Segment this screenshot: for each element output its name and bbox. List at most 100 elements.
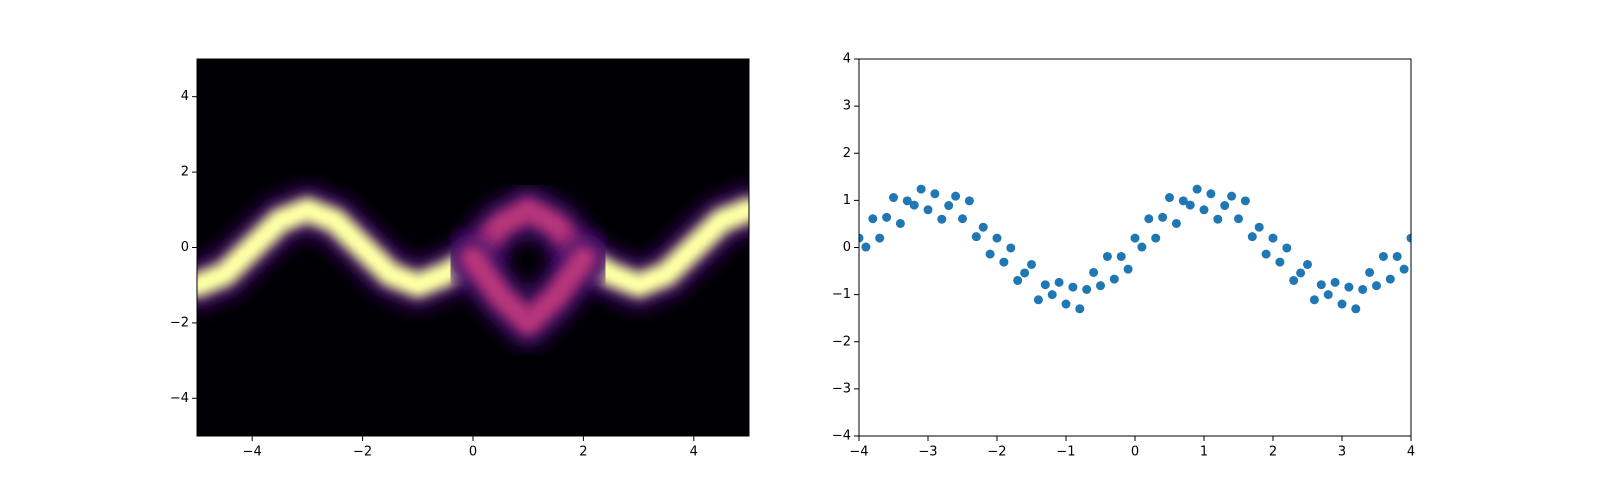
scatter-point bbox=[1323, 290, 1333, 300]
scatter-point bbox=[1254, 222, 1264, 232]
scatter-point bbox=[1130, 233, 1140, 243]
scatter-point bbox=[937, 214, 947, 224]
scatter-point bbox=[1075, 304, 1085, 314]
scatter-point bbox=[1137, 242, 1147, 252]
scatter-point bbox=[1220, 201, 1230, 211]
scatter-point bbox=[1303, 259, 1312, 269]
scatter-point bbox=[1061, 299, 1071, 309]
scatter-point bbox=[1392, 251, 1402, 261]
scatter-point bbox=[1406, 233, 1411, 243]
scatter-point bbox=[859, 233, 864, 243]
y-tick-label: 3 bbox=[843, 99, 851, 114]
scatter-point bbox=[1282, 243, 1292, 253]
density-ridge bbox=[468, 253, 589, 328]
scatter-point bbox=[1020, 268, 1030, 278]
scatter-point bbox=[958, 214, 967, 224]
scatter-point bbox=[1309, 295, 1319, 305]
scatter-point bbox=[889, 193, 898, 203]
scatter-point bbox=[1351, 304, 1361, 314]
x-tick-label: −1 bbox=[1056, 445, 1075, 460]
scatter-point bbox=[1289, 275, 1299, 285]
plot-area bbox=[197, 59, 749, 436]
scatter-point bbox=[964, 196, 974, 206]
y-tick-label: −2 bbox=[832, 334, 851, 349]
plot-area bbox=[859, 184, 1411, 314]
scatter-point bbox=[1365, 267, 1375, 277]
scatter-point bbox=[868, 214, 878, 224]
scatter-point bbox=[1102, 251, 1112, 261]
scatter-point bbox=[1013, 275, 1023, 285]
scatter-point bbox=[1358, 284, 1368, 294]
scatter-point bbox=[1178, 196, 1188, 206]
y-tick-label: −4 bbox=[170, 391, 189, 406]
y-tick-label: 0 bbox=[843, 240, 851, 255]
scatter-point bbox=[1158, 212, 1168, 222]
scatter-point bbox=[861, 242, 871, 252]
scatter-point bbox=[1344, 282, 1354, 292]
scatter-point bbox=[999, 257, 1009, 267]
scatter-point bbox=[923, 205, 933, 215]
scatter-point bbox=[1213, 214, 1223, 224]
scatter-point bbox=[971, 232, 981, 242]
x-tick-label: −4 bbox=[849, 445, 868, 460]
y-tick-label: 4 bbox=[843, 52, 851, 67]
scatter-point bbox=[1227, 191, 1237, 201]
x-tick-label: −3 bbox=[918, 445, 937, 460]
scatter-point bbox=[1047, 290, 1057, 300]
scatter-point bbox=[1054, 277, 1064, 287]
scatter-point bbox=[916, 184, 926, 194]
scatter-point bbox=[978, 222, 988, 232]
scatter-point bbox=[1268, 233, 1278, 243]
scatter-point bbox=[1006, 243, 1016, 253]
x-tick-label: −2 bbox=[353, 445, 372, 460]
scatter-point bbox=[951, 191, 961, 201]
scatter-point bbox=[1385, 274, 1395, 284]
density-ridge bbox=[197, 204, 749, 291]
scatter-point bbox=[1247, 232, 1257, 242]
x-tick-label: 3 bbox=[1338, 445, 1346, 460]
y-tick-label: 4 bbox=[181, 89, 189, 104]
axes: −4 −3 −2 −1 0 1 2 3 4 −4 −3 −2 −1 0 1 2 3 4 bbox=[832, 52, 1415, 460]
scatter-point bbox=[1144, 214, 1154, 224]
scatter-point bbox=[1116, 251, 1126, 261]
scatter-point bbox=[882, 212, 892, 222]
scatter-point bbox=[1234, 214, 1243, 224]
x-tick-label: 0 bbox=[1131, 445, 1139, 460]
scatter-point bbox=[1185, 200, 1195, 210]
scatter-point bbox=[1096, 281, 1105, 291]
scatter-point bbox=[1399, 264, 1409, 274]
scatter-point bbox=[1206, 189, 1216, 199]
y-tick-label: 2 bbox=[843, 146, 851, 161]
scatter-point bbox=[992, 233, 1002, 243]
y-tick-label: −4 bbox=[832, 429, 851, 444]
scatter-point bbox=[1330, 277, 1340, 287]
scatter-point bbox=[1372, 281, 1381, 291]
y-tick-label: 2 bbox=[181, 165, 189, 180]
scatter-point bbox=[1068, 282, 1078, 292]
scatter-point bbox=[1192, 184, 1202, 194]
scatter-point bbox=[1082, 284, 1092, 294]
scatter-point bbox=[1109, 274, 1119, 284]
scatter-point bbox=[930, 189, 940, 199]
scatter-point bbox=[875, 233, 885, 243]
scatter-point bbox=[1089, 267, 1099, 277]
scatter-point bbox=[1240, 196, 1250, 206]
y-tick-label: 1 bbox=[843, 193, 851, 208]
y-tick-label: −2 bbox=[170, 315, 189, 330]
scatter-point bbox=[1033, 295, 1043, 305]
y-tick-label: −1 bbox=[832, 287, 851, 302]
scatter-point bbox=[1316, 280, 1326, 290]
x-tick-label: −4 bbox=[243, 445, 262, 460]
axes-frame bbox=[858, 58, 1412, 437]
scatter-point bbox=[902, 196, 912, 206]
y-tick-label: −3 bbox=[832, 381, 851, 396]
x-tick-label: 0 bbox=[469, 445, 477, 460]
scatter-point bbox=[1275, 257, 1285, 267]
density-ridge bbox=[468, 204, 589, 264]
x-tick-label: 4 bbox=[690, 445, 698, 460]
scatter-point bbox=[985, 249, 995, 259]
x-tick-label: 2 bbox=[579, 445, 587, 460]
scatter-point bbox=[1123, 264, 1133, 274]
scatter-point bbox=[1151, 233, 1161, 243]
